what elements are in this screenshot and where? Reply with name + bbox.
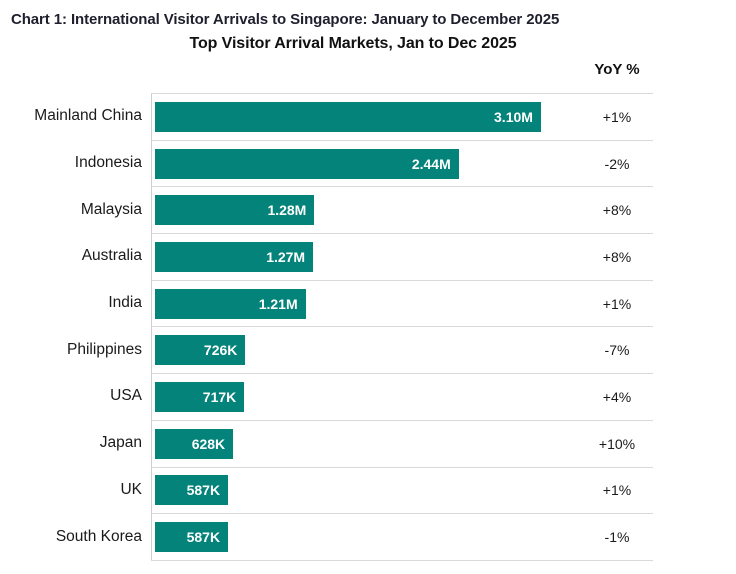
yoy-value: +8% bbox=[602, 202, 632, 219]
plot-cell: 717K +4% bbox=[151, 373, 653, 420]
bar-value-label: 726K bbox=[203, 342, 238, 359]
bar: 587K bbox=[155, 475, 229, 506]
plot-cell: 587K +1% bbox=[151, 466, 653, 514]
yoy-value: +1% bbox=[602, 295, 632, 312]
bar: 587K bbox=[155, 522, 229, 553]
bar: 628K bbox=[155, 428, 234, 459]
chart-row: USA 717K +4% bbox=[0, 373, 653, 420]
yoy-value: +4% bbox=[602, 388, 632, 405]
plot-cell: 587K -1% bbox=[151, 513, 653, 560]
plot-cell: 726K -7% bbox=[151, 326, 653, 374]
chart-row: India 1.21M +1% bbox=[0, 279, 653, 327]
yoy-value: +1% bbox=[602, 482, 632, 499]
category-label: Philippines bbox=[67, 340, 142, 358]
category-label: Malaysia bbox=[80, 200, 142, 218]
yoy-column-header: YoY % bbox=[594, 61, 640, 78]
bar-value-label: 1.28M bbox=[267, 202, 307, 219]
yoy-value: +10% bbox=[598, 435, 636, 452]
category-label: USA bbox=[110, 387, 142, 405]
chart-row: Australia 1.27M +8% bbox=[0, 233, 653, 280]
category-label: India bbox=[108, 294, 142, 312]
chart-subtitle: Top Visitor Arrival Markets, Jan to Dec … bbox=[189, 35, 517, 52]
plot-cell: 1.27M +8% bbox=[151, 233, 653, 280]
yoy-value: +8% bbox=[602, 248, 632, 265]
plot-cell: 1.21M +1% bbox=[151, 279, 653, 327]
chart-row: Japan 628K +10% bbox=[0, 419, 653, 467]
bar: 2.44M bbox=[155, 148, 459, 179]
bar: 726K bbox=[155, 335, 246, 366]
chart-row: UK 587K +1% bbox=[0, 466, 653, 514]
bar-value-label: 2.44M bbox=[411, 155, 451, 172]
chart-row: South Korea 587K -1% bbox=[0, 513, 653, 560]
chart-title: Chart 1: International Visitor Arrivals … bbox=[11, 11, 560, 28]
bar-value-label: 3.10M bbox=[494, 108, 533, 125]
bar: 1.27M bbox=[155, 241, 314, 272]
plot-cell: 628K +10% bbox=[151, 419, 653, 467]
category-label: Mainland China bbox=[34, 107, 142, 125]
bar-value-label: 587K bbox=[186, 482, 221, 499]
yoy-value: +1% bbox=[602, 108, 632, 125]
yoy-value: -1% bbox=[604, 529, 630, 546]
category-label: UK bbox=[120, 480, 142, 498]
category-label: South Korea bbox=[55, 527, 142, 545]
bar-value-label: 628K bbox=[191, 435, 226, 452]
bar-value-label: 1.21M bbox=[258, 295, 298, 312]
plot-cell: 2.44M -2% bbox=[151, 139, 653, 187]
bar-value-label: 587K bbox=[186, 529, 221, 546]
category-label: Australia bbox=[81, 247, 142, 265]
bar-chart: Mainland China 3.10M +1% Indonesia 2.44M -2% M… bbox=[0, 93, 653, 561]
plot-cell: 3.10M +1% bbox=[151, 93, 653, 140]
yoy-value: -7% bbox=[604, 342, 630, 359]
chart-row: Philippines 726K -7% bbox=[0, 326, 653, 374]
chart-row: Mainland China 3.10M +1% bbox=[0, 93, 653, 140]
bar: 1.21M bbox=[155, 288, 306, 319]
category-label: Indonesia bbox=[74, 154, 142, 172]
yoy-value: -2% bbox=[604, 155, 630, 172]
bar: 1.28M bbox=[155, 195, 315, 226]
chart-row: Malaysia 1.28M +8% bbox=[0, 186, 653, 234]
category-label: Japan bbox=[99, 434, 142, 452]
chart-row: Indonesia 2.44M -2% bbox=[0, 139, 653, 187]
bar-value-label: 1.27M bbox=[266, 248, 306, 265]
bar: 3.10M bbox=[155, 101, 541, 132]
bar: 717K bbox=[155, 381, 245, 412]
bar-value-label: 717K bbox=[202, 388, 237, 405]
chart-rows: Mainland China 3.10M +1% Indonesia 2.44M -2% M… bbox=[0, 93, 653, 560]
plot-cell: 1.28M +8% bbox=[151, 186, 653, 234]
